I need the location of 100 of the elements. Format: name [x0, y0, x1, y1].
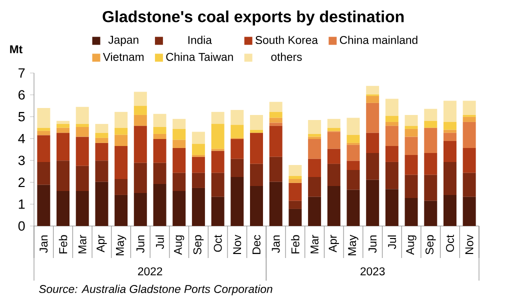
y-tick-label: 7: [18, 68, 25, 78]
bar: [269, 118, 282, 123]
bar: [308, 158, 322, 178]
bar: [308, 177, 322, 197]
bar: [134, 106, 147, 115]
bar: [385, 122, 398, 126]
x-tick-label: Aug: [406, 235, 416, 255]
bar: [76, 166, 89, 192]
bar: [95, 160, 108, 182]
bar: [76, 124, 89, 127]
bar: [443, 130, 456, 133]
bar: [56, 132, 70, 161]
bar: [95, 124, 108, 133]
bar: [404, 128, 418, 137]
bar: [153, 139, 166, 163]
bar: [95, 142, 108, 161]
y-tick-label: 3: [18, 156, 25, 166]
x-tick-label: Jul: [388, 235, 396, 250]
bar: [327, 186, 340, 226]
bar: [327, 132, 340, 149]
bar: [424, 120, 438, 128]
bar: [37, 130, 50, 136]
x-tick-label: Feb: [291, 235, 300, 254]
bar: [56, 120, 70, 124]
bar: [114, 194, 128, 226]
bar: [114, 134, 128, 146]
bar: [211, 172, 224, 197]
x-tick-label: Apr: [328, 234, 339, 252]
bar: [366, 132, 380, 153]
bar: [269, 122, 282, 126]
bar: [424, 153, 438, 175]
legend-label: China Taiwan: [166, 52, 233, 61]
bar: [443, 140, 456, 162]
bar: [443, 100, 456, 122]
y-tick-label: 1: [18, 200, 25, 209]
bar: [404, 154, 418, 175]
bar: [95, 182, 108, 226]
bar: [192, 132, 205, 144]
x-tick-label: Mar: [78, 234, 86, 254]
bar: [346, 144, 360, 161]
x-tick-label: Sep: [193, 235, 204, 254]
x-tick-label: May: [348, 234, 358, 256]
x-tick-label: Mar: [310, 234, 318, 254]
bar: [327, 164, 340, 186]
legend-label: India: [188, 36, 212, 44]
bar: [404, 136, 418, 155]
x-tick-label: Oct: [446, 234, 454, 252]
x-tick-label: Jul: [156, 235, 164, 250]
x-tick-label: Apr: [96, 234, 107, 252]
legend-label: Vietnam: [102, 52, 144, 61]
y-tick-label: 2: [18, 178, 25, 187]
x-tick-label: Dec: [252, 235, 260, 254]
bar: [308, 196, 322, 226]
bar: [250, 164, 264, 186]
bar: [385, 126, 398, 146]
bar: [269, 156, 282, 182]
bar: [76, 126, 89, 137]
bar: [172, 148, 186, 173]
bar: [192, 188, 205, 226]
bar: [443, 132, 456, 141]
bar: [327, 118, 340, 128]
bar: [288, 208, 302, 226]
bar: [404, 198, 418, 226]
bar: [230, 158, 244, 178]
bar: [230, 110, 244, 125]
bar: [424, 200, 438, 226]
y-tick-label: 5: [18, 112, 25, 122]
bar: [134, 193, 147, 226]
bar: [114, 146, 128, 180]
bar: [250, 130, 264, 133]
bar: [172, 118, 186, 129]
bar: [346, 118, 360, 135]
bar: [76, 136, 89, 166]
text: 2022: [138, 267, 162, 276]
bar: [269, 182, 282, 226]
bar: [308, 134, 322, 137]
bar: [288, 179, 302, 183]
bar: [443, 162, 456, 195]
bar: [288, 165, 302, 176]
bar: [308, 136, 322, 140]
bar: [37, 108, 50, 128]
bar: [56, 128, 70, 133]
x-tick-label: Jan: [40, 235, 48, 253]
bar: [76, 106, 89, 124]
bar: [462, 196, 476, 226]
y-axis-title: Mt: [10, 45, 22, 54]
bar: [250, 114, 264, 130]
bar: [404, 126, 418, 129]
bar: [153, 114, 166, 127]
bar: [269, 126, 282, 157]
bar: [192, 144, 205, 155]
bar: [95, 132, 108, 138]
bar: [385, 146, 398, 162]
bar: [192, 172, 205, 188]
bar: [385, 162, 398, 190]
bar: [134, 162, 147, 193]
bar: [424, 174, 438, 201]
bar: [134, 126, 147, 163]
bar: [404, 114, 418, 126]
bar: [114, 179, 128, 195]
